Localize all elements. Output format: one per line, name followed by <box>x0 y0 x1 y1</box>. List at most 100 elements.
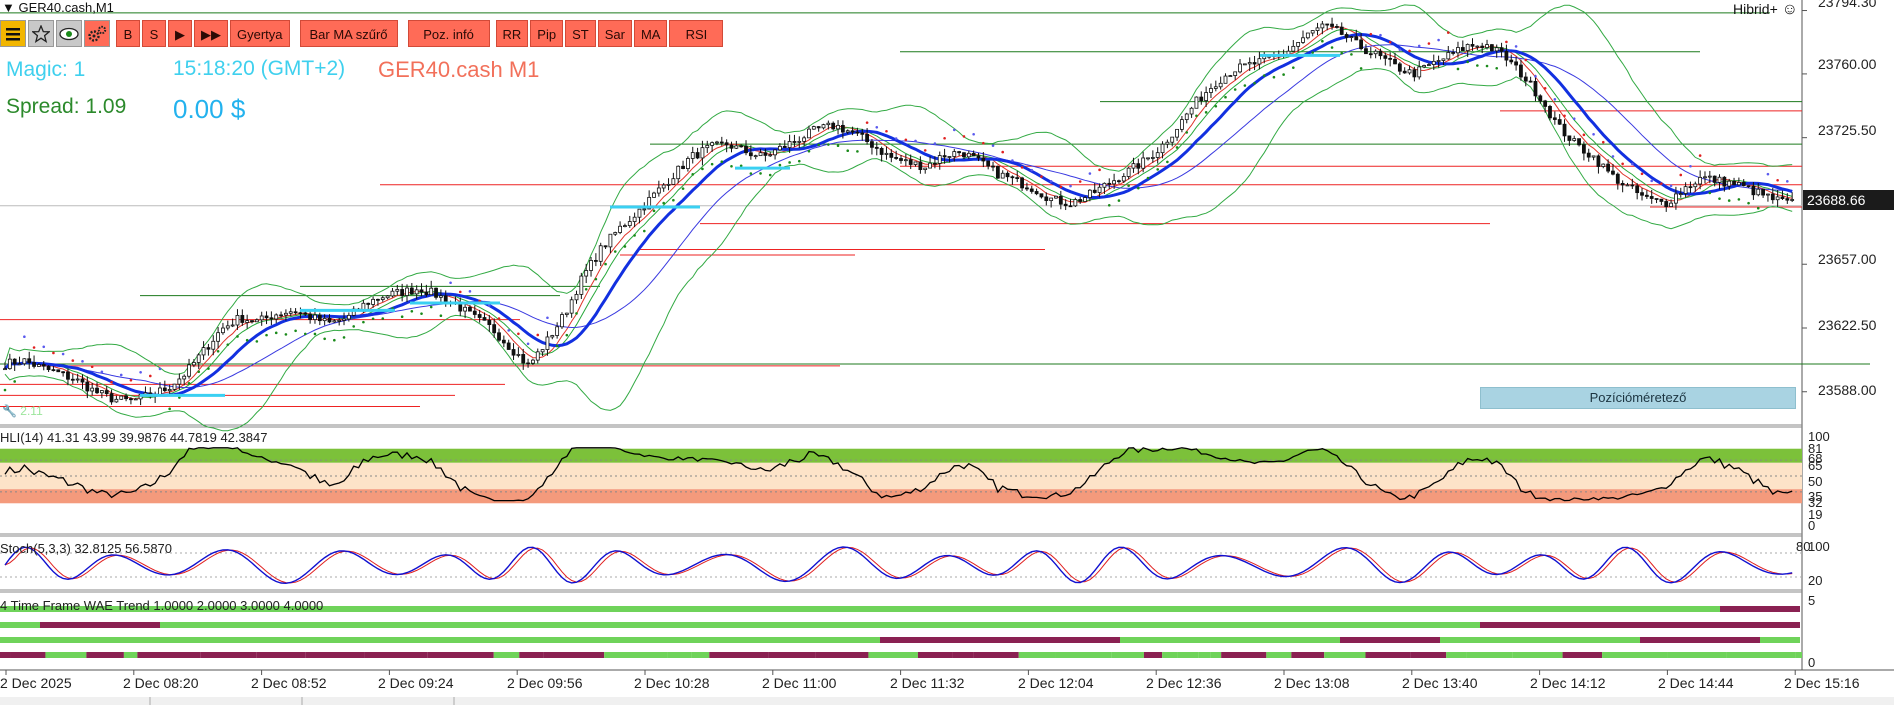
rsi-button[interactable]: RSI <box>669 20 724 47</box>
candle-body <box>1175 128 1179 138</box>
candle-button[interactable]: Gyertya <box>230 20 290 47</box>
time-axis-label: 2 Dec 12:04 <box>1018 675 1094 691</box>
candle-body <box>1485 44 1489 48</box>
sar-dot <box>1224 95 1227 99</box>
sar-dot <box>1456 67 1460 71</box>
candle-body <box>1107 182 1112 185</box>
candle-body <box>705 144 710 149</box>
candle-body <box>17 363 22 366</box>
sar-dot <box>3 388 7 392</box>
sar-dot <box>565 333 569 337</box>
candle-body <box>1368 53 1373 56</box>
position-info-button[interactable]: Poz. infó <box>407 20 490 47</box>
gears-icon[interactable] <box>84 20 110 47</box>
wae-trend-segment <box>1120 637 1340 643</box>
position-sizer-button[interactable]: Pozícióméretező <box>1480 387 1796 409</box>
candle-body <box>593 260 598 262</box>
candle-body <box>472 310 477 315</box>
candle-body <box>511 349 516 356</box>
price-tick-label: 23760.00 <box>1818 56 1877 72</box>
bollinger-upper <box>4 4 1793 375</box>
sar-dot <box>875 125 879 129</box>
candle-body <box>337 319 342 322</box>
candle-body <box>191 362 196 366</box>
sar-dot <box>1253 81 1256 85</box>
wae-trend-segment <box>160 622 1480 628</box>
candle-body <box>419 289 424 293</box>
candle-body <box>1562 123 1567 137</box>
sar-dot <box>662 201 665 205</box>
sar-dot <box>1321 39 1324 43</box>
time-axis-label: 2 Dec 09:24 <box>378 675 454 691</box>
stoch-level-label: 100 <box>1808 539 1830 554</box>
candle-body <box>66 371 70 380</box>
buy-button[interactable]: B <box>116 20 140 47</box>
bar-ma-filter-button[interactable]: Bar MA szűrő <box>299 20 398 47</box>
hli-level-label: 81 <box>1808 441 1823 456</box>
time-axis-label: 2 Dec 13:08 <box>1274 675 1350 691</box>
sar-dot <box>643 229 646 233</box>
wae-trend-segment <box>667 652 692 658</box>
candle-body <box>1073 199 1078 207</box>
candle-body <box>1499 47 1504 52</box>
bollinger-lower <box>4 68 1793 432</box>
hli-level-label: 32 <box>1808 495 1823 510</box>
sar-dot <box>575 312 578 315</box>
wae-trend-segment <box>86 652 124 658</box>
candle-body <box>560 314 564 328</box>
sar-dot <box>236 335 239 338</box>
candle-body <box>1611 170 1615 175</box>
candle-body <box>438 295 443 298</box>
time-axis-label: 2 Dec 12:36 <box>1146 675 1222 691</box>
candle-body <box>487 319 492 326</box>
sar-dot <box>265 333 268 337</box>
wrench-icon: 🔧 <box>2 404 17 418</box>
wae-trend-segment <box>1466 652 1513 658</box>
sar-dot <box>691 173 695 176</box>
collapse-triangle-icon[interactable]: ▼ <box>2 0 15 15</box>
candle-body <box>298 312 303 315</box>
sar-dot <box>1185 131 1189 134</box>
sar-dot <box>400 315 404 319</box>
candle-body <box>1766 193 1770 196</box>
candle-body <box>1039 193 1044 198</box>
candle-body <box>1044 196 1049 201</box>
wae-trend-segment <box>691 652 710 658</box>
sar-dot <box>1485 64 1489 68</box>
eye-icon[interactable] <box>56 20 82 47</box>
candle-body <box>293 311 298 314</box>
menu-icon[interactable] <box>0 20 26 47</box>
candle-body <box>1722 176 1727 187</box>
wae-trend-segment <box>1602 652 1668 658</box>
wae-trend-segment <box>1221 652 1267 658</box>
sar-dot <box>1776 178 1779 182</box>
star-icon[interactable] <box>28 20 54 47</box>
candle-body <box>1727 180 1732 187</box>
candle-body <box>1688 186 1693 189</box>
candle-body <box>1228 75 1233 77</box>
candle-body <box>1567 135 1572 141</box>
rr-button[interactable]: RR <box>495 20 529 47</box>
sar-dot <box>168 407 171 411</box>
sar-dot <box>943 136 946 140</box>
ma-button[interactable]: MA <box>633 20 668 47</box>
sell-button[interactable]: S <box>142 20 166 47</box>
candle-body <box>695 152 700 159</box>
sar-dot <box>1495 66 1499 70</box>
sar-dot <box>1379 33 1382 37</box>
candle-body <box>1325 23 1330 26</box>
pip-button[interactable]: Pip <box>530 20 564 47</box>
sar-dot <box>856 150 859 153</box>
candle-body <box>1121 176 1126 182</box>
wae-trend-segment <box>1266 652 1292 658</box>
sar-button[interactable]: Sar <box>597 20 632 47</box>
candle-body <box>1301 37 1305 43</box>
candle-body <box>1654 198 1659 200</box>
st-button[interactable]: ST <box>565 20 596 47</box>
play-button[interactable]: ▶ <box>168 20 192 47</box>
sar-dot <box>342 336 346 339</box>
candle-body <box>501 339 506 344</box>
fast-forward-button[interactable]: ▶▶ <box>194 20 228 47</box>
candle-body <box>1010 176 1015 179</box>
